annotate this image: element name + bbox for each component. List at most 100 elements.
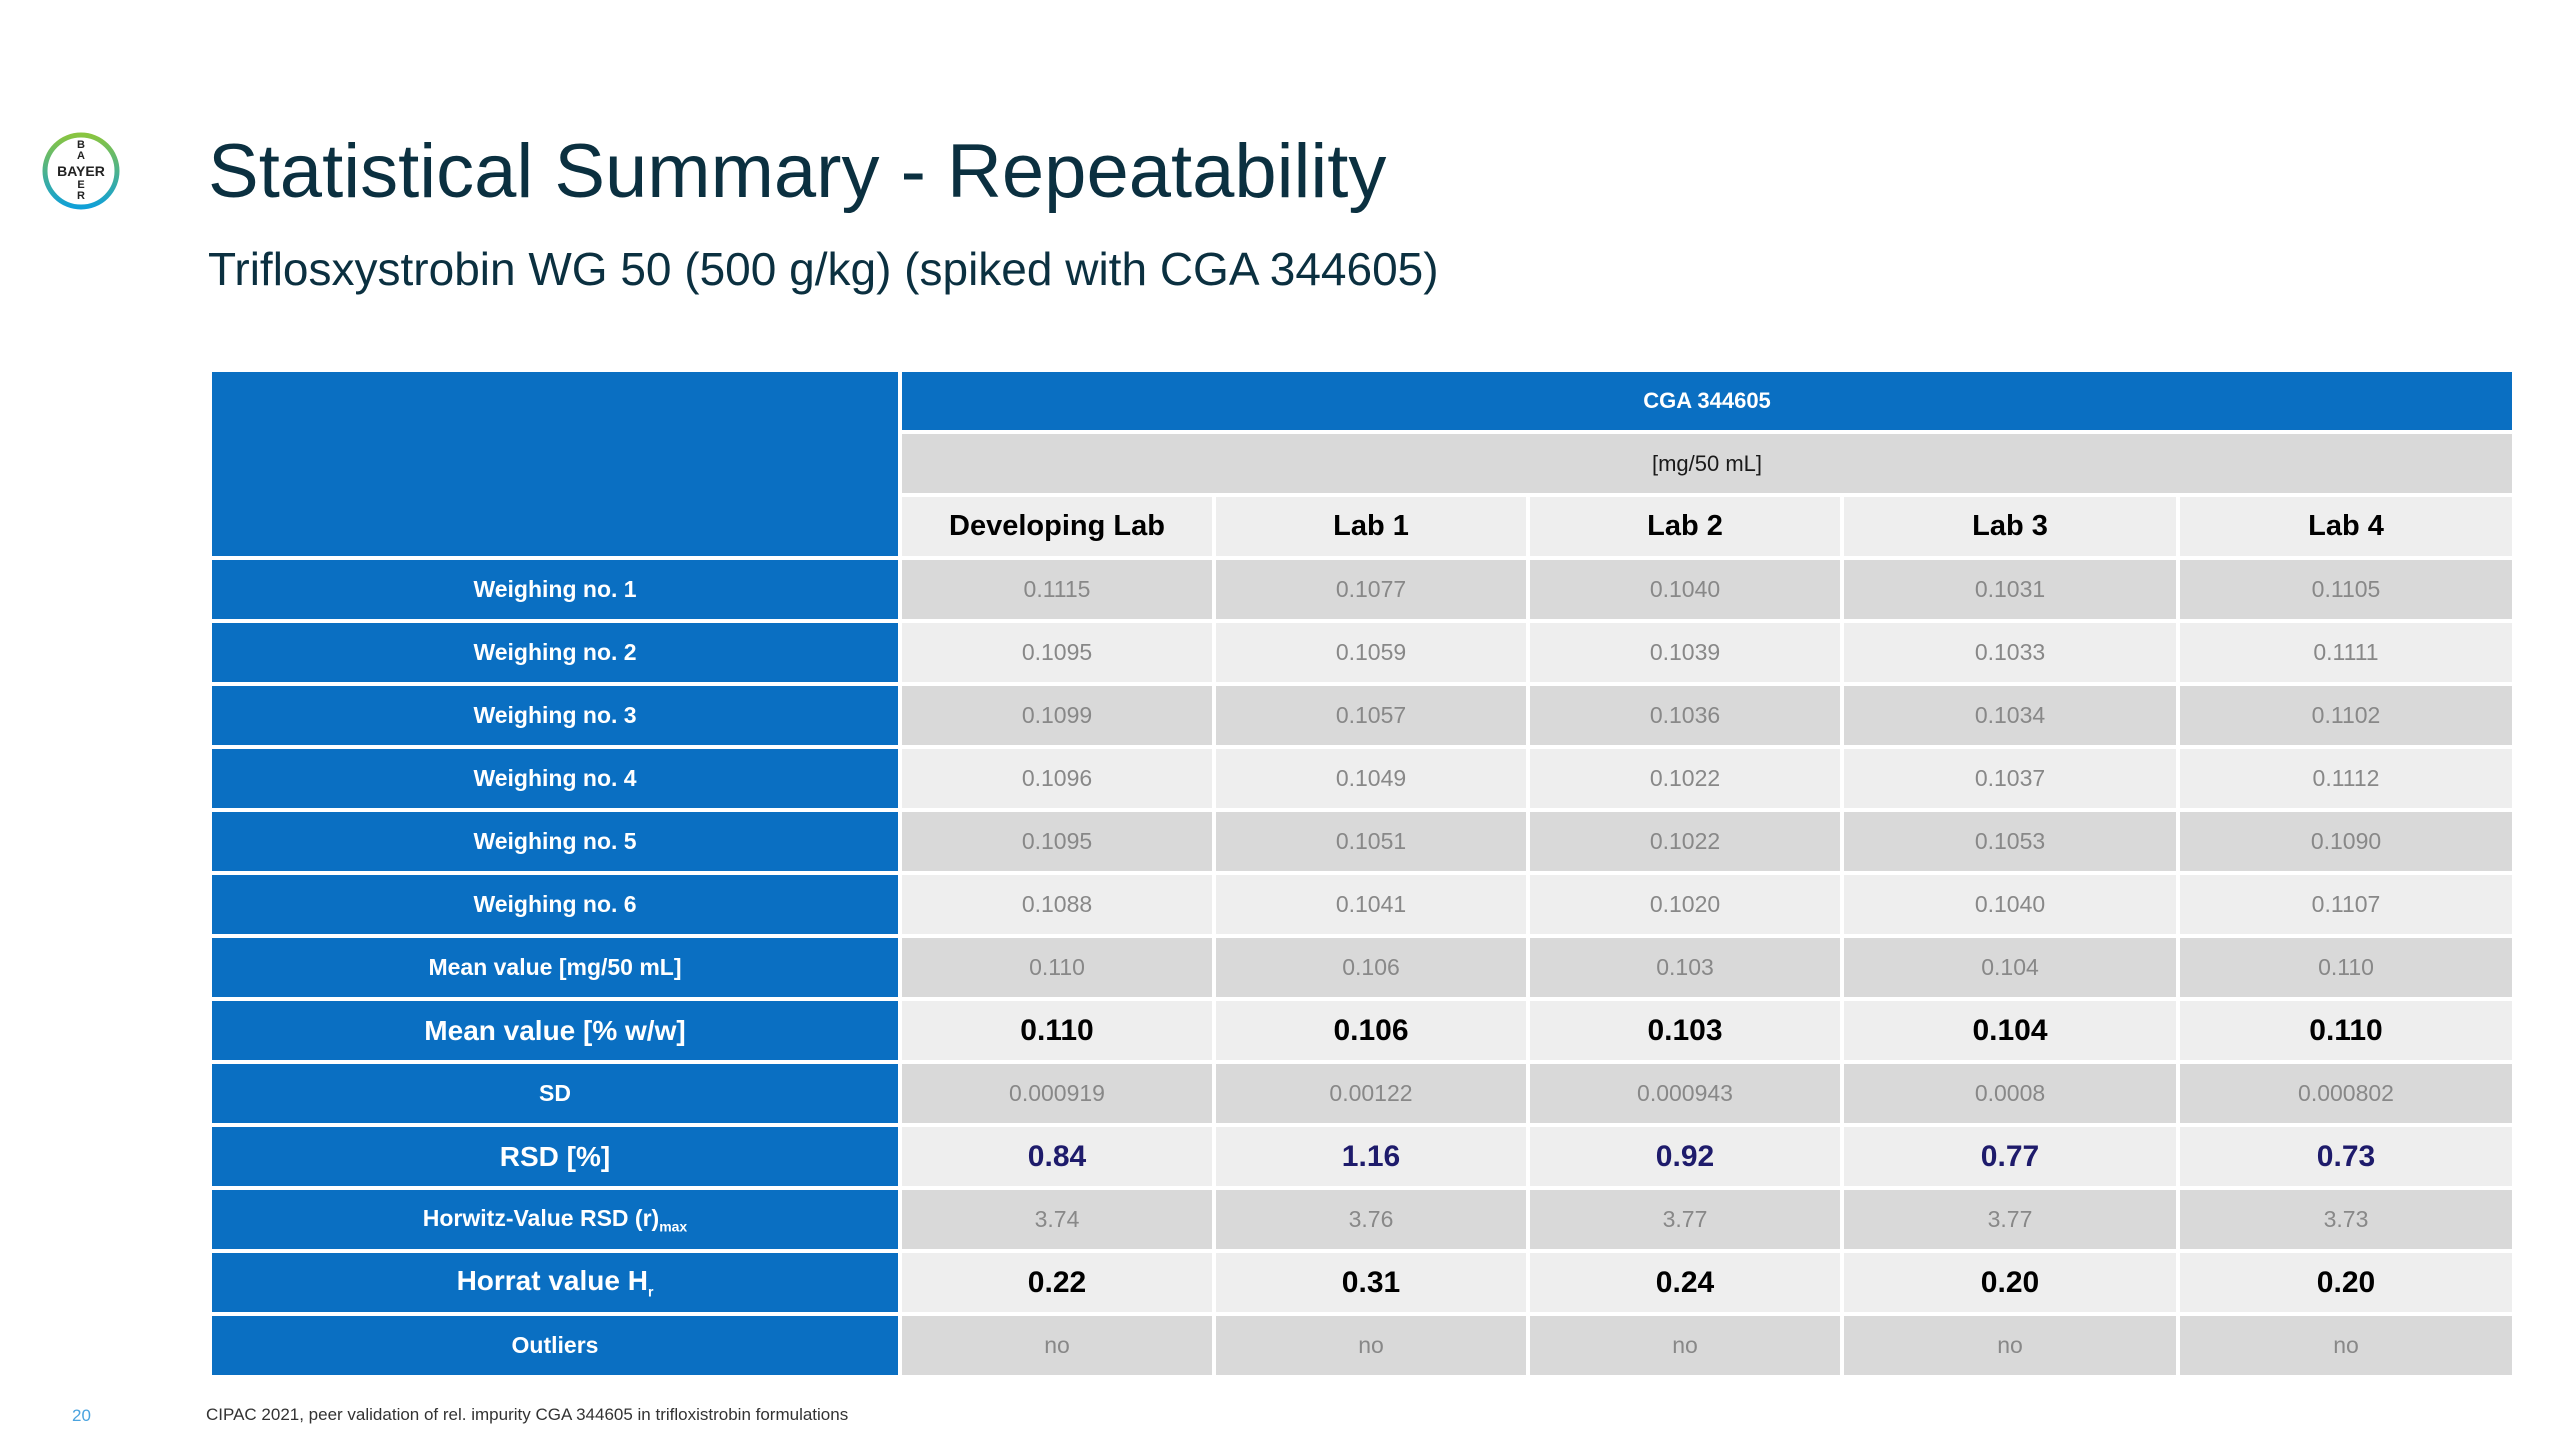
logo-letter-r: R <box>77 190 85 202</box>
logo-letter-b: B <box>77 139 85 151</box>
table-cell: 0.1088 <box>898 871 1216 938</box>
table-cell: 0.1111 <box>2176 619 2516 686</box>
table-row: SD 0.000919 0.00122 0.000943 0.0008 0.000802 <box>208 1060 2516 1127</box>
table-cell: 0.1033 <box>1840 619 2180 686</box>
row-label-text: Weighing no. 5 <box>473 828 637 854</box>
table-cell: 0.106 <box>1212 934 1530 1001</box>
table-cell: no <box>1840 1312 2180 1379</box>
table-cell: 0.1077 <box>1212 556 1530 623</box>
table-cell: 0.1041 <box>1212 871 1530 938</box>
table-cell: 0.00122 <box>1212 1060 1530 1127</box>
table-cell: 0.0008 <box>1840 1060 2180 1127</box>
group-header-cell: CGA 344605 <box>898 368 2516 434</box>
table-cell: 0.20 <box>2176 1249 2516 1316</box>
table-row: Weighing no. 3 0.1099 0.1057 0.1036 0.1034 0.… <box>208 682 2516 749</box>
table-cell: 0.1105 <box>2176 556 2516 623</box>
table-cell: 0.1051 <box>1212 808 1530 875</box>
row-label-text: Weighing no. 4 <box>473 765 637 791</box>
row-label: Weighing no. 1 <box>208 556 902 623</box>
header-row-group: CGA 344605 <box>208 368 2516 560</box>
table-cell: 3.77 <box>1840 1186 2180 1253</box>
table-cell: no <box>1212 1312 1530 1379</box>
table-cell: 0.1034 <box>1840 682 2180 749</box>
column-header-lab: Lab 2 <box>1526 493 1844 560</box>
table-cell: 0.1022 <box>1526 808 1844 875</box>
row-label-text: Horrat value H <box>456 1265 648 1297</box>
table-cell: 0.000943 <box>1526 1060 1844 1127</box>
row-label-text: SD <box>539 1080 571 1106</box>
table-cell: 0.106 <box>1212 997 1530 1064</box>
row-label: Mean value [% w/w] <box>208 997 902 1064</box>
logo-letter-a: A <box>77 150 85 162</box>
table-cell: 0.104 <box>1840 934 2180 1001</box>
table-cell: 0.1107 <box>2176 871 2516 938</box>
table-cell: 0.1037 <box>1840 745 2180 812</box>
table-row: Weighing no. 1 0.1115 0.1077 0.1040 0.1031 0.… <box>208 556 2516 623</box>
table-cell: 0.1096 <box>898 745 1216 812</box>
table-cell: 1.16 <box>1212 1123 1530 1190</box>
table-cell: 0.000802 <box>2176 1060 2516 1127</box>
row-label-text: Weighing no. 6 <box>473 891 637 917</box>
table-cell: 0.110 <box>2176 997 2516 1064</box>
row-label-text: Weighing no. 1 <box>473 576 637 602</box>
table-cell: no <box>1526 1312 1844 1379</box>
table-cell: 0.1090 <box>2176 808 2516 875</box>
table-cell: 0.24 <box>1526 1249 1844 1316</box>
header-corner-cell <box>208 368 902 560</box>
row-label: Horwitz-Value RSD (r)max <box>208 1186 902 1253</box>
row-label: Weighing no. 4 <box>208 745 902 812</box>
bayer-logo: BAYER B A E R <box>42 132 120 210</box>
row-label: Weighing no. 5 <box>208 808 902 875</box>
table-row: Weighing no. 5 0.1095 0.1051 0.1022 0.1053 0.… <box>208 808 2516 875</box>
column-header-lab: Lab 4 <box>2176 493 2516 560</box>
table-cell: 0.1095 <box>898 808 1216 875</box>
column-header-lab: Developing Lab <box>898 493 1216 560</box>
table-cell: 0.1053 <box>1840 808 2180 875</box>
table-cell: 0.1040 <box>1526 556 1844 623</box>
row-label: Horrat value Hr <box>208 1249 902 1316</box>
table-cell: 0.22 <box>898 1249 1216 1316</box>
table-cell: 0.1040 <box>1840 871 2180 938</box>
table-row: Weighing no. 4 0.1096 0.1049 0.1022 0.1037 0.… <box>208 745 2516 812</box>
table-cell: 0.1099 <box>898 682 1216 749</box>
repeatability-table: CGA 344605 [mg/50 mL] Developing Lab Lab … <box>208 368 2516 1379</box>
logo-letter-e: E <box>77 179 84 191</box>
table-cell: 0.1102 <box>2176 682 2516 749</box>
table-row: RSD [%] 0.84 1.16 0.92 0.77 0.73 <box>208 1123 2516 1190</box>
header-row-unit: [mg/50 mL] <box>210 430 2516 497</box>
table-cell: 0.1115 <box>898 556 1216 623</box>
table-cell: 0.000919 <box>898 1060 1216 1127</box>
table-cell: 3.76 <box>1212 1186 1530 1253</box>
footnote: CIPAC 2021, peer validation of rel. impu… <box>206 1405 849 1424</box>
table-row: Outliers no no no no no <box>208 1312 2516 1379</box>
row-label-text: Mean value [% w/w] <box>424 1014 686 1046</box>
row-label-subscript: r <box>647 1283 654 1300</box>
table-cell: 0.1112 <box>2176 745 2516 812</box>
table-cell: 3.73 <box>2176 1186 2516 1253</box>
row-label: Mean value [mg/50 mL] <box>208 934 902 1001</box>
row-label-text: Weighing no. 2 <box>473 639 637 665</box>
row-label: Weighing no. 2 <box>208 619 902 686</box>
slide-title: Statistical Summary - Repeatability <box>208 129 1387 214</box>
table-cell: 0.1059 <box>1212 619 1530 686</box>
row-label: Weighing no. 3 <box>208 682 902 749</box>
table-row: Horrat value Hr 0.22 0.31 0.24 0.20 0.20 <box>208 1249 2516 1316</box>
table-cell: 3.77 <box>1526 1186 1844 1253</box>
table-cell: 0.1020 <box>1526 871 1844 938</box>
row-label-text: Weighing no. 3 <box>473 702 637 728</box>
table-cell: 0.31 <box>1212 1249 1530 1316</box>
table-cell: 0.110 <box>2176 934 2516 1001</box>
logo-horizontal-text: BAYER <box>57 163 105 179</box>
row-label-subscript: max <box>659 1218 688 1235</box>
row-label: RSD [%] <box>208 1123 902 1190</box>
column-header-lab: Lab 3 <box>1840 493 2180 560</box>
row-label-text: RSD [%] <box>499 1140 611 1172</box>
table-cell: 0.1039 <box>1526 619 1844 686</box>
table-row: Horwitz-Value RSD (r)max 3.74 3.76 3.77 3.77… <box>208 1186 2516 1253</box>
table-cell: 0.92 <box>1526 1123 1844 1190</box>
row-label-text: Mean value [mg/50 mL] <box>428 954 682 980</box>
row-label: SD <box>208 1060 902 1127</box>
table-cell: 0.1095 <box>898 619 1216 686</box>
slide-subtitle: Triflosxystrobin WG 50 (500 g/kg) (spike… <box>208 243 1439 295</box>
table-cell: 0.1049 <box>1212 745 1530 812</box>
